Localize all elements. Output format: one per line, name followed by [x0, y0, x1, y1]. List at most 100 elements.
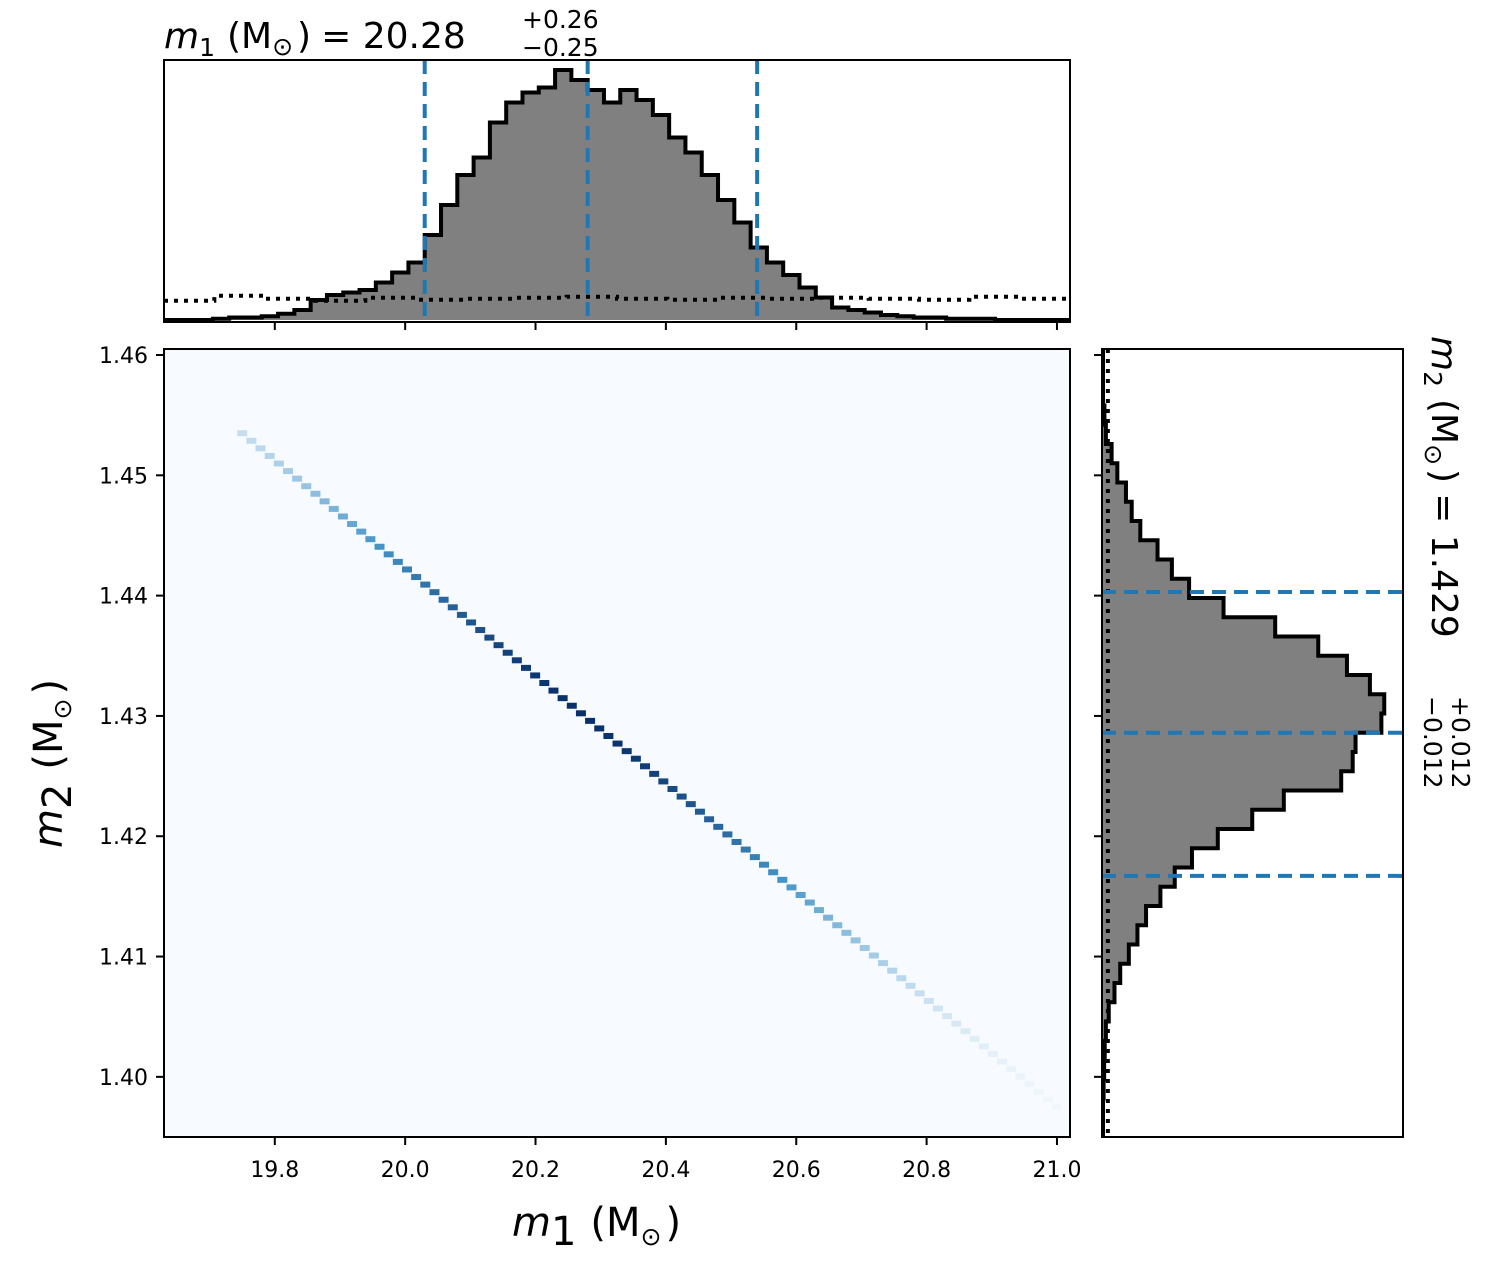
density-cell	[960, 1028, 971, 1035]
density-cell	[1042, 1096, 1053, 1103]
density-cell	[475, 627, 486, 634]
density-cell	[612, 740, 623, 747]
density-cell	[969, 1035, 980, 1042]
density-cell	[896, 975, 907, 982]
density-cell	[658, 778, 669, 785]
density-cell	[282, 468, 293, 475]
density-cell	[887, 967, 898, 974]
m1-histogram-outline	[164, 68, 1070, 322]
density-cell	[319, 498, 330, 505]
density-cell	[1015, 1073, 1026, 1080]
density-cell	[667, 785, 678, 792]
density-cell	[292, 475, 303, 482]
density-cell	[786, 884, 797, 891]
density-cell	[621, 748, 632, 755]
density-cell	[813, 907, 824, 914]
density-cell	[685, 801, 696, 808]
m1-prior-line	[164, 293, 1070, 303]
y-title-unit: (M	[26, 719, 72, 769]
x-tick-label: 20.2	[511, 1158, 560, 1183]
density-cell	[521, 664, 532, 671]
density-cell	[713, 823, 724, 830]
density-cell	[676, 793, 687, 800]
x-axis-title: m1 (M⊙)	[512, 1200, 681, 1255]
m2-title-unit: (M	[1423, 399, 1464, 444]
density-cell	[301, 483, 312, 490]
m2-title-close: )	[1423, 469, 1464, 483]
y-tick-label: 1.43	[99, 705, 148, 730]
density-cell	[585, 717, 596, 724]
y-title-close: )	[26, 679, 72, 695]
m2-result-title: m2 (M⊙) = 1.429 +0.012 −0.012	[1418, 336, 1484, 800]
density-cell	[566, 702, 577, 709]
density-cell	[859, 944, 870, 951]
density-cell	[722, 831, 733, 838]
m1-title-sun: ⊙	[272, 32, 293, 61]
density-cell	[923, 997, 934, 1004]
density-cell	[841, 929, 852, 936]
m2-histogram-fill	[1103, 349, 1385, 1137]
density-cell	[374, 543, 385, 550]
density-cell	[649, 770, 660, 777]
density-cell	[255, 445, 266, 452]
density-cell	[392, 558, 403, 565]
density-cell	[466, 619, 477, 626]
density-cell	[832, 922, 843, 929]
m1-title-eq: = 20.28	[321, 16, 466, 57]
density-cell	[502, 649, 513, 656]
m2-marginal-frame	[1101, 348, 1404, 1138]
density-cell	[804, 899, 815, 906]
density-cell	[878, 960, 889, 967]
density-cell	[401, 566, 412, 573]
density-cell	[905, 982, 916, 989]
density-cell	[997, 1058, 1008, 1065]
density-cell	[768, 869, 779, 876]
density-cell	[1051, 1103, 1062, 1110]
x-tick-label: 20.0	[381, 1158, 430, 1183]
joint-density-panel: 19.8 20.0 20.2 20.4 20.6 20.8 21.0 1.40 1.41 1.42…	[99, 344, 1081, 1183]
density-cell	[411, 574, 422, 581]
density-cell	[347, 521, 358, 528]
density-cell	[951, 1020, 962, 1027]
density-cell	[777, 876, 788, 883]
y-tick-label: 1.45	[99, 464, 148, 489]
y-tick-label: 1.42	[99, 825, 148, 850]
m1-title-unit: (M	[227, 16, 272, 57]
y-title-param: m	[26, 809, 72, 848]
density-cell	[484, 634, 495, 641]
density-cell	[237, 430, 248, 437]
m1-title-plus: +0.26	[522, 5, 599, 34]
m1-histogram-fill	[164, 70, 1070, 320]
density-cell	[438, 596, 449, 603]
density-cell	[383, 551, 394, 558]
x-title-param: m	[512, 1200, 551, 1246]
density-cell	[603, 733, 614, 740]
density-cell	[456, 611, 467, 618]
density-cell	[731, 838, 742, 845]
m1-marginal-panel	[163, 59, 1071, 330]
m2-title-sub: 2	[1418, 371, 1447, 387]
x-title-sun: ⊙	[641, 1222, 662, 1251]
density-cell	[850, 937, 861, 944]
density-cell	[493, 642, 504, 649]
x-title-sub: 1	[551, 1209, 576, 1255]
x-title-close: )	[666, 1200, 682, 1246]
density-cell	[539, 680, 550, 687]
density-cell	[337, 513, 348, 520]
m2-title-minus: −0.012	[1418, 696, 1447, 789]
m1-result-title: m1 (M⊙) = 20.28 +0.26 −0.25	[164, 0, 610, 62]
m1-title-minus: −0.25	[522, 33, 599, 62]
density-cell	[511, 657, 522, 664]
density-cell	[1006, 1066, 1017, 1073]
density-cell	[868, 952, 879, 959]
density-cell	[1024, 1081, 1035, 1088]
m2-histogram-outline	[1102, 349, 1387, 1137]
m2-marginal-panel	[1094, 348, 1404, 1138]
density-cell	[594, 725, 605, 732]
m2-title-param: m	[1423, 336, 1464, 371]
density-cell	[795, 891, 806, 898]
y-title-sub: 2	[35, 784, 81, 809]
x-tick-label: 20.6	[772, 1158, 821, 1183]
m2-title-sun: ⊙	[1419, 444, 1448, 465]
